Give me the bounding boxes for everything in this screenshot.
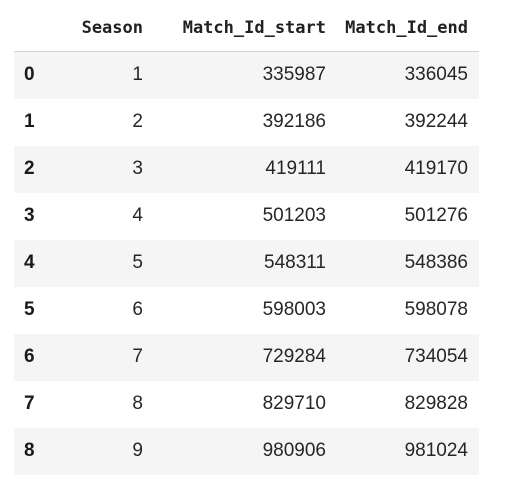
cell-season: 4 — [132, 205, 143, 226]
cell-match-id-end: 981024 — [404, 440, 468, 461]
cell-match-id-end: 336045 — [404, 64, 468, 86]
row-index: 0 — [24, 64, 35, 86]
index-column-header — [14, 4, 58, 52]
table-body: 0 1 335987 336045 1 2 392186 392244 2 3 … — [14, 51, 479, 475]
table-header: Season Match_Id_start Match_Id_end — [14, 4, 479, 52]
cell-season: 7 — [132, 346, 143, 367]
cell-match-id-start: 598003 — [262, 299, 326, 320]
table-row: 6 7 729284 734054 — [14, 333, 479, 381]
cell-match-id-start: 419111 — [265, 158, 326, 179]
cell-match-id-start: 501203 — [262, 205, 326, 226]
column-header-match-id-start: Match_Id_start — [154, 4, 337, 52]
table-row: 8 9 980906 981024 — [14, 427, 479, 475]
table-row: 3 4 501203 501276 — [14, 193, 479, 240]
header-row: Season Match_Id_start Match_Id_end — [14, 4, 479, 52]
row-index: 2 — [24, 158, 35, 179]
cell-match-id-end: 598078 — [404, 299, 468, 320]
row-index: 1 — [24, 111, 35, 132]
row-index: 6 — [24, 346, 35, 367]
row-index: 4 — [24, 252, 35, 273]
column-header-match-id-end: Match_Id_end — [337, 4, 479, 52]
cell-season: 8 — [132, 393, 143, 414]
cell-season: 2 — [132, 111, 143, 132]
table-row: 1 2 392186 392244 — [14, 99, 479, 146]
cell-match-id-start: 392186 — [262, 111, 326, 132]
cell-match-id-end: 501276 — [404, 205, 468, 226]
table-row: 4 5 548311 548386 — [14, 239, 479, 287]
row-index: 7 — [24, 393, 35, 414]
column-header-season: Season — [58, 4, 154, 52]
table-row: 0 1 335987 336045 — [14, 51, 479, 99]
cell-season: 1 — [132, 64, 143, 86]
cell-match-id-start: 548311 — [264, 252, 326, 273]
cell-season: 5 — [132, 252, 143, 273]
cell-match-id-end: 829828 — [404, 393, 468, 414]
cell-match-id-start: 829710 — [262, 393, 326, 414]
cell-match-id-start: 335987 — [262, 64, 326, 86]
table-row: 5 6 598003 598078 — [14, 287, 479, 334]
cell-match-id-start: 729284 — [262, 346, 326, 367]
dataframe-table: Season Match_Id_start Match_Id_end 0 1 3… — [14, 4, 479, 475]
cell-season: 6 — [132, 299, 143, 320]
cell-season: 3 — [132, 158, 143, 179]
cell-match-id-end: 548386 — [404, 252, 468, 273]
cell-match-id-end: 392244 — [404, 111, 468, 132]
cell-season: 9 — [132, 440, 143, 461]
cell-match-id-end: 419170 — [404, 158, 468, 179]
table-row: 2 3 419111 419170 — [14, 145, 479, 193]
row-index: 5 — [24, 299, 35, 320]
row-index: 8 — [24, 440, 35, 461]
cell-match-id-end: 734054 — [404, 346, 468, 367]
table-row: 7 8 829710 829828 — [14, 381, 479, 428]
row-index: 3 — [24, 205, 35, 226]
cell-match-id-start: 980906 — [262, 440, 326, 461]
